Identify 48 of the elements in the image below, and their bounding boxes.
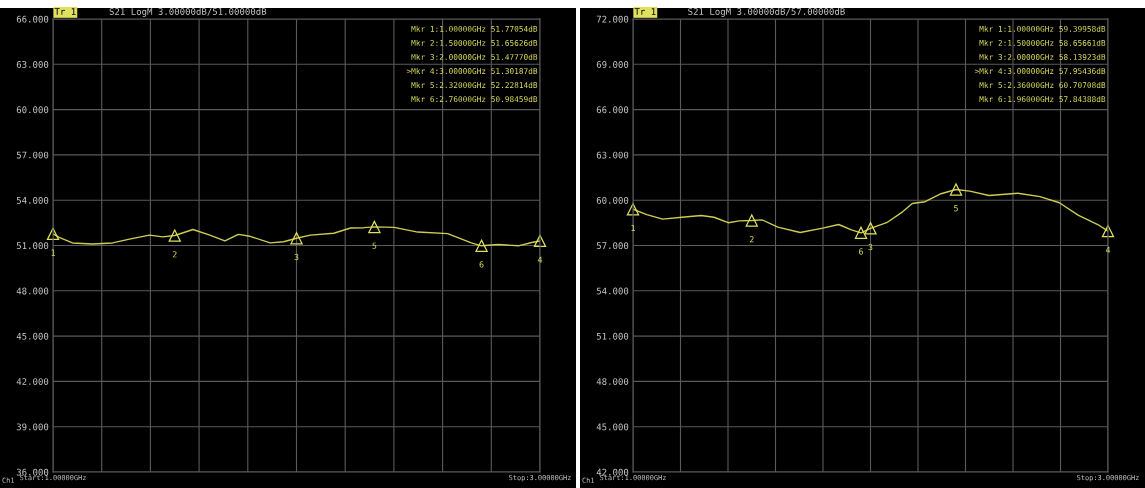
point — [168, 229, 181, 242]
y-tick-label: 69.000 — [596, 61, 629, 68]
y-tick-label: 51.000 — [16, 242, 49, 250]
annotation: 1 — [631, 224, 635, 232]
annotation: 1 — [51, 249, 55, 256]
point — [533, 234, 547, 248]
point — [864, 222, 877, 235]
y-tick-label: 57.000 — [16, 151, 49, 159]
point — [854, 226, 868, 239]
chart-title: S21 LogM 3.00000dB/57.00000dB — [688, 7, 845, 17]
point — [745, 214, 758, 227]
y-tick-label: 57.000 — [596, 242, 629, 250]
y-tick-label: 66.000 — [596, 106, 629, 114]
point — [290, 232, 303, 245]
annotation: 5 — [954, 205, 958, 212]
y-tick-label: 39.000 — [16, 423, 49, 431]
point — [368, 220, 381, 234]
annotation: 6 — [859, 248, 863, 255]
y-tick-label: 42.000 — [596, 468, 629, 476]
y-tick-label: 54.000 — [596, 287, 629, 295]
point — [1101, 224, 1115, 238]
annotation: 3 — [294, 253, 299, 261]
annotation: 5 — [372, 242, 377, 249]
annotation: 3 — [868, 243, 873, 251]
chart-title: S21 LogM 3.00000dB/51.00000dB — [109, 7, 267, 17]
y-tick-label: 42.000 — [16, 378, 49, 385]
point — [949, 183, 963, 196]
annotation: 2 — [172, 251, 177, 258]
y-tick-label: 48.000 — [16, 287, 49, 295]
y-tick-label: 36.000 — [16, 468, 49, 476]
y-tick-label: 63.000 — [16, 61, 49, 68]
y-tick-label: 51.000 — [596, 332, 629, 340]
y-tick-label: 60.000 — [16, 106, 49, 114]
y-tick-label: 48.000 — [596, 378, 629, 385]
point — [475, 239, 488, 252]
text: Tr 1 — [54, 8, 76, 15]
annotation: 2 — [749, 236, 754, 243]
y-tick-label: 45.000 — [16, 332, 49, 340]
y-tick-label: 66.000 — [16, 15, 49, 23]
y-tick-label: 45.000 — [596, 423, 629, 431]
y-tick-label: 60.000 — [596, 196, 629, 204]
y-tick-label: 63.000 — [596, 151, 629, 159]
y-tick-label: 54.000 — [16, 196, 49, 204]
annotation: 6 — [479, 261, 484, 268]
annotation: 4 — [1105, 246, 1111, 253]
text: Tr 1 — [634, 8, 656, 15]
annotation: 4 — [537, 256, 543, 263]
y-tick-label: 72.000 — [596, 15, 629, 23]
